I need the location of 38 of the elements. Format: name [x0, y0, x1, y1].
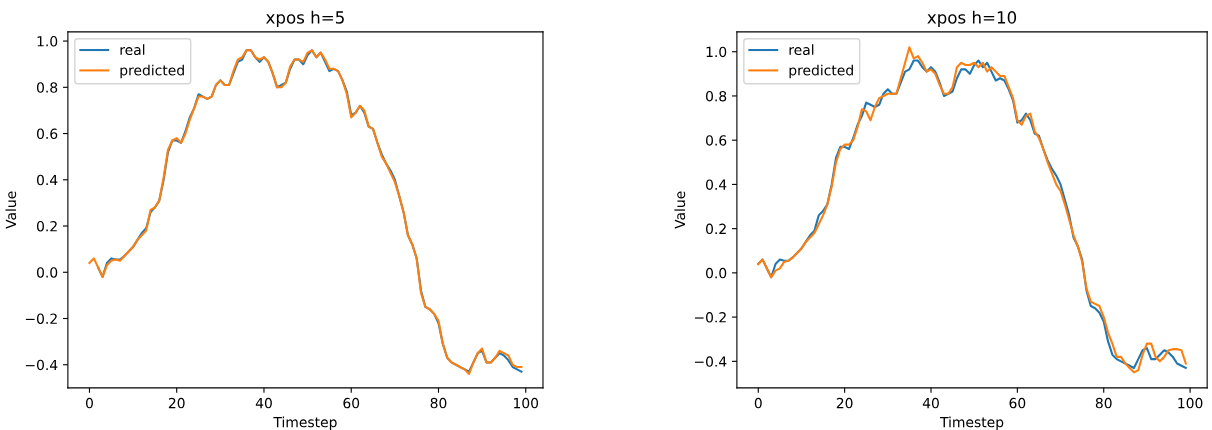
x-tick-label: 60 — [1009, 397, 1026, 409]
legend-label: real — [789, 44, 814, 56]
y-tick-label: −0.4 — [25, 359, 58, 371]
y-tick-label: 0.0 — [706, 267, 727, 279]
y-tick-label: 0.8 — [706, 90, 727, 102]
x-tick-label: 80 — [430, 397, 447, 409]
x-tick-label: 0 — [85, 397, 93, 409]
x-axis-title: Timestep — [939, 416, 1004, 430]
x-tick-label: 20 — [836, 397, 853, 409]
x-tick-label: 100 — [514, 397, 539, 409]
y-tick-label: −0.2 — [25, 313, 57, 324]
y-tick-label: 0.8 — [36, 82, 58, 93]
y-axis-title: Value — [5, 191, 17, 229]
legend-label: predicted — [789, 64, 853, 79]
y-tick-label: 0.4 — [36, 174, 58, 186]
x-tick-label: 40 — [922, 397, 939, 409]
x-tick-label: 20 — [168, 397, 185, 409]
y-tick-label: 0.0 — [36, 267, 58, 278]
x-tick-label: 40 — [255, 397, 272, 409]
y-tick-label: 1.0 — [706, 46, 727, 58]
x-tick-label: 60 — [343, 397, 360, 409]
y-tick-label: −0.2 — [694, 312, 726, 323]
y-axis-title: Value — [674, 191, 686, 229]
y-tick-label: 0.2 — [706, 223, 726, 235]
x-tick-label: 100 — [1178, 397, 1203, 409]
y-tick-label: −0.4 — [694, 356, 727, 367]
chart-title: xpos h=10 — [927, 10, 1017, 27]
y-tick-label: 0.4 — [706, 179, 727, 190]
legend-label: real — [120, 44, 145, 56]
x-axis-title: Timestep — [273, 416, 337, 430]
y-tick-label: 0.2 — [36, 220, 57, 232]
y-tick-label: 0.6 — [36, 128, 58, 140]
chart-title: xpos h=5 — [266, 10, 344, 27]
y-tick-label: 1.0 — [37, 36, 58, 47]
legend-label: predicted — [120, 64, 184, 79]
x-tick-label: 80 — [1095, 397, 1112, 409]
x-tick-label: 0 — [754, 397, 762, 409]
y-tick-label: 0.6 — [706, 135, 727, 146]
